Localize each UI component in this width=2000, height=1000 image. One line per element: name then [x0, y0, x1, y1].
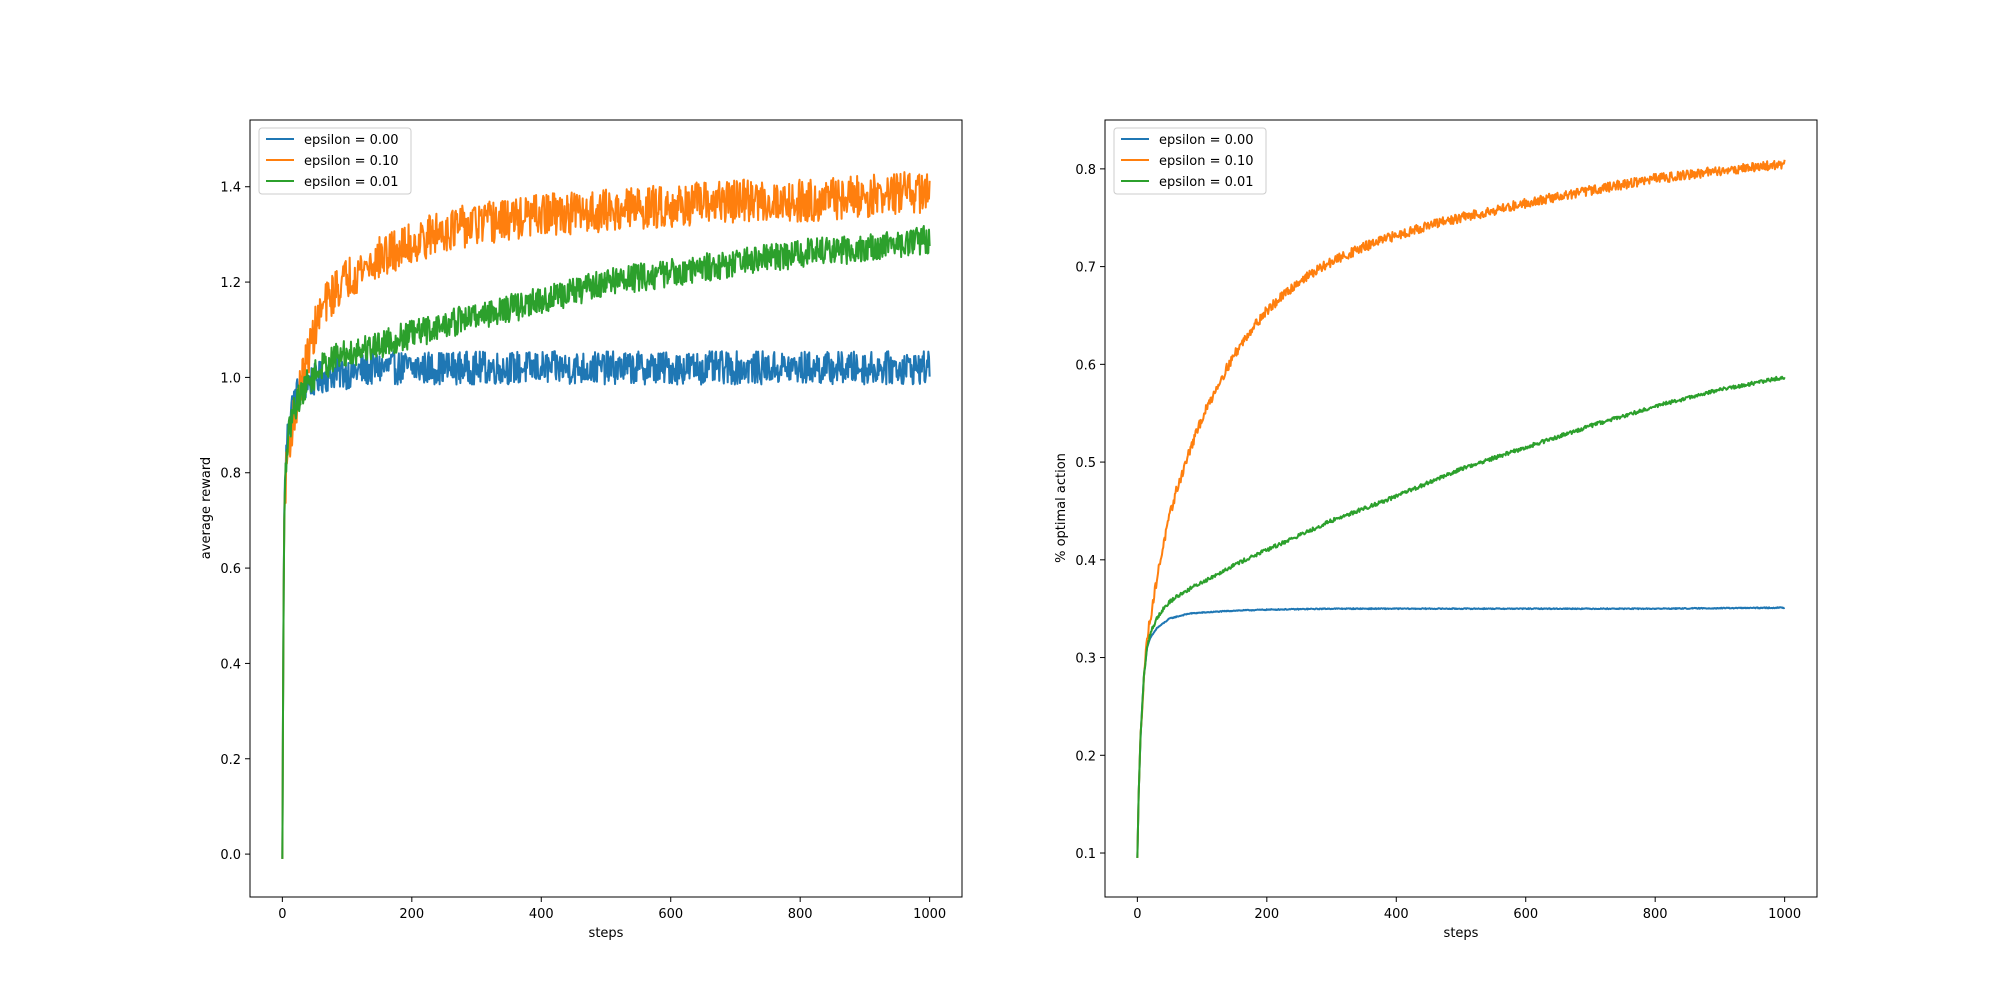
x-tick-label: 0	[1133, 907, 1141, 922]
axes-frame	[1104, 119, 1818, 898]
legend-label: epsilon = 0.01	[1159, 175, 1254, 190]
x-tick-label: 0	[278, 907, 286, 922]
y-tick-label: 1.2	[220, 276, 241, 291]
x-tick-label: 600	[658, 907, 683, 922]
legend-label: epsilon = 0.01	[304, 175, 399, 190]
x-tick-label: 600	[1513, 907, 1538, 922]
y-tick-label: 0.8	[220, 467, 241, 482]
y-tick-label: 0.6	[1075, 358, 1096, 373]
y-tick-label: 0.7	[1075, 261, 1096, 276]
series-line-1	[1136, 159, 1786, 858]
axes-frame	[249, 119, 963, 898]
legend-box	[1113, 127, 1267, 195]
y-tick-label: 0.8	[1075, 163, 1096, 178]
y-tick-label: 0.0	[220, 848, 241, 863]
legend-label: epsilon = 0.00	[304, 133, 399, 148]
y-axis-label: % optimal action	[1054, 453, 1069, 563]
x-tick-label: 400	[529, 907, 554, 922]
x-axis-ticks: 0 200 400 600 800 1000	[1133, 897, 1801, 922]
legend-label: epsilon = 0.10	[1159, 154, 1254, 169]
subplot-average-reward: 0 200 400 600 800 1000 0.0 0.2 0.4 0.6 0.8 1.0 1.2 1…	[199, 119, 963, 941]
y-tick-label: 0.1	[1075, 847, 1096, 862]
series-line-1	[281, 171, 931, 859]
plot-lines-optimal	[1136, 159, 1786, 858]
y-tick-label: 0.4	[220, 657, 241, 672]
legend-box	[258, 127, 412, 195]
y-axis-label: average reward	[199, 457, 214, 559]
x-axis-label: steps	[1444, 926, 1479, 941]
series-line-2	[281, 225, 931, 859]
x-axis-label: steps	[589, 926, 624, 941]
plot-lines-reward	[281, 171, 931, 859]
legend-label: epsilon = 0.00	[1159, 133, 1254, 148]
legend-label: epsilon = 0.10	[304, 154, 399, 169]
y-tick-label: 0.5	[1075, 456, 1096, 471]
series-line-0	[1136, 606, 1786, 858]
x-tick-label: 1000	[1768, 907, 1801, 922]
y-tick-label: 0.4	[1075, 554, 1096, 569]
y-axis-ticks: 0.0 0.2 0.4 0.6 0.8 1.0 1.2 1.4	[220, 181, 250, 863]
x-tick-label: 800	[788, 907, 813, 922]
x-axis-ticks: 0 200 400 600 800 1000	[278, 897, 946, 922]
y-tick-label: 1.4	[220, 181, 241, 196]
legend: epsilon = 0.00 epsilon = 0.10 epsilon = …	[1113, 127, 1267, 195]
y-tick-label: 0.2	[220, 753, 241, 768]
x-tick-label: 200	[399, 907, 424, 922]
legend: epsilon = 0.00 epsilon = 0.10 epsilon = …	[258, 127, 412, 195]
y-tick-label: 0.2	[1075, 749, 1096, 764]
x-tick-label: 800	[1643, 907, 1668, 922]
y-axis-ticks: 0.1 0.2 0.3 0.4 0.5 0.6 0.7 0.8	[1075, 163, 1105, 862]
series-line-0	[281, 350, 931, 859]
x-tick-label: 400	[1384, 907, 1409, 922]
x-tick-label: 1000	[913, 907, 946, 922]
series-line-2	[1136, 375, 1786, 858]
y-tick-label: 0.6	[220, 562, 241, 577]
subplot-optimal-action: 0 200 400 600 800 1000 0.10.20.30.40.50.60.70…	[1054, 119, 1818, 941]
y-tick-label: 0.3	[1075, 652, 1096, 667]
x-tick-label: 200	[1254, 907, 1279, 922]
y-tick-label: 1.0	[220, 371, 241, 386]
